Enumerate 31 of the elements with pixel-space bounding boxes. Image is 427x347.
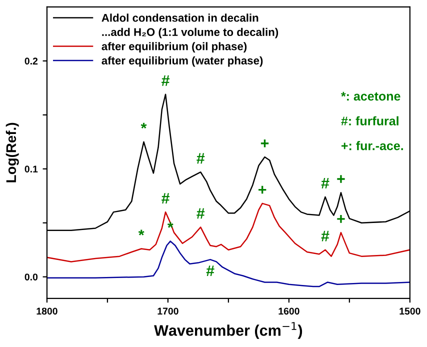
x-tick-label: 1800 [36, 308, 58, 315]
x-tick-label: 1500 [400, 308, 420, 315]
annotation: # [321, 178, 330, 188]
annotation: # [321, 230, 330, 242]
annotation: + [258, 186, 266, 194]
y-tick-label: 0.1 [24, 166, 38, 172]
line-series [46, 202, 410, 262]
legend-label: after equilibrium (water phase) [102, 56, 263, 67]
annotation: + [337, 215, 345, 223]
annotation: *: acetone [340, 92, 400, 101]
annotation: ...add H₂O (1:1 volume to decalin) [102, 28, 278, 38]
annotation: + [260, 139, 269, 148]
annotation: # [196, 208, 205, 219]
annotation: * [138, 230, 144, 236]
x-tick-label: 1600 [278, 308, 300, 315]
annotation: # [162, 193, 170, 204]
annotation: +: fur.-ace. [341, 141, 403, 150]
x-tick-label: 1700 [158, 308, 178, 315]
annotation: # [196, 153, 205, 164]
legend-label: Aldol condensation in decalin [102, 14, 258, 22]
y-tick-label: 0.0 [24, 274, 38, 280]
annotation: + [337, 175, 345, 183]
annotation: * [140, 122, 147, 129]
legend-label: after equilibrium (oil phase) [102, 42, 247, 52]
x-axis-title: Wavenumber (cm$^{−1}$) [154, 322, 302, 339]
y-axis-title: Log(Ref.) [6, 122, 19, 182]
y-tick-label: 0.2 [24, 58, 38, 65]
annotation: # [162, 75, 170, 86]
annotation: # [206, 266, 214, 276]
annotation: #: furfural [341, 116, 398, 126]
line-series [46, 240, 410, 288]
